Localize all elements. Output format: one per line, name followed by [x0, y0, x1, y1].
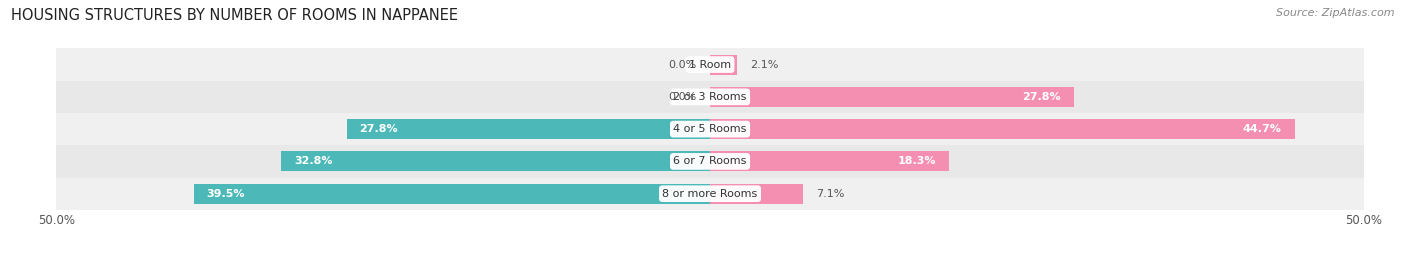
Text: 6 or 7 Rooms: 6 or 7 Rooms [673, 156, 747, 167]
Bar [56, 113, 1364, 145]
Text: 39.5%: 39.5% [207, 189, 245, 199]
Bar [281, 151, 710, 171]
Text: 2.1%: 2.1% [751, 59, 779, 70]
Text: 2 or 3 Rooms: 2 or 3 Rooms [673, 92, 747, 102]
Bar [710, 184, 803, 204]
Text: 0.0%: 0.0% [669, 92, 697, 102]
Text: 32.8%: 32.8% [294, 156, 333, 167]
Text: HOUSING STRUCTURES BY NUMBER OF ROOMS IN NAPPANEE: HOUSING STRUCTURES BY NUMBER OF ROOMS IN… [11, 8, 458, 23]
Text: 44.7%: 44.7% [1243, 124, 1281, 134]
Text: 7.1%: 7.1% [815, 189, 845, 199]
Text: 18.3%: 18.3% [898, 156, 936, 167]
Bar [56, 48, 1364, 81]
Bar [56, 81, 1364, 113]
Bar [56, 145, 1364, 178]
Text: 8 or more Rooms: 8 or more Rooms [662, 189, 758, 199]
Bar [710, 119, 1295, 139]
Bar [346, 119, 710, 139]
Bar [710, 55, 738, 75]
Text: 27.8%: 27.8% [1022, 92, 1060, 102]
Text: 1 Room: 1 Room [689, 59, 731, 70]
Text: 0.0%: 0.0% [669, 59, 697, 70]
Bar [194, 184, 710, 204]
Text: 27.8%: 27.8% [360, 124, 398, 134]
Text: 4 or 5 Rooms: 4 or 5 Rooms [673, 124, 747, 134]
Bar [710, 151, 949, 171]
Text: Source: ZipAtlas.com: Source: ZipAtlas.com [1277, 8, 1395, 18]
Bar [56, 178, 1364, 210]
Bar [710, 87, 1074, 107]
